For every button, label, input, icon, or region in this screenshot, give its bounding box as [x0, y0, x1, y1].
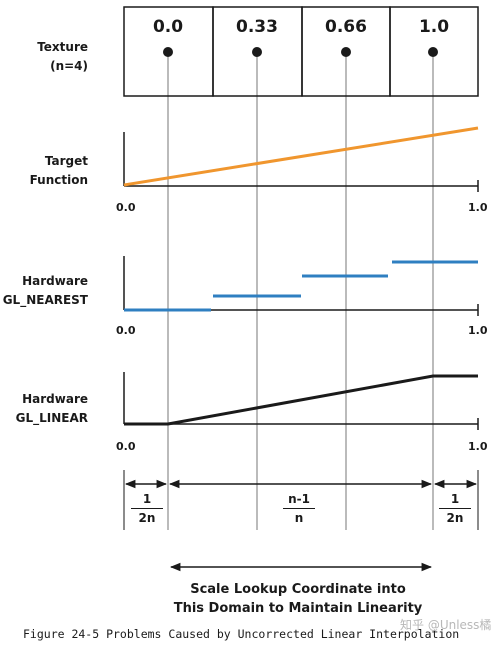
texel-center-dot-2 [252, 47, 262, 57]
linear-response-line [124, 374, 478, 426]
gl-linear-label: Hardware GL_LINEAR [15, 392, 88, 425]
linear-axes [123, 372, 479, 430]
texel-centers [163, 47, 438, 57]
texel-center-dot-3 [341, 47, 351, 57]
linear-tick-start: 0.0 [116, 440, 136, 453]
nearest-steps [124, 260, 478, 312]
domain-arrows [123, 470, 479, 572]
fraction-right: 1 2n [435, 491, 475, 526]
texel-center-guides [167, 52, 434, 530]
texture-grid [123, 6, 479, 97]
target-function-line [123, 126, 479, 187]
texture-label: Texture (n=4) [37, 40, 88, 73]
nearest-axes [123, 256, 479, 316]
fraction-middle: n-1 n [279, 491, 319, 526]
nearest-tick-start: 0.0 [116, 324, 136, 337]
texel-value-4: 1.0 [418, 17, 450, 37]
target-axes [123, 132, 479, 192]
texel-value-3: 0.66 [325, 17, 367, 37]
nearest-tick-end: 1.0 [468, 324, 488, 337]
target-function-label: Target Function [29, 154, 88, 187]
texel-center-dot-1 [163, 47, 173, 57]
fraction-left: 1 2n [127, 491, 167, 526]
target-tick-start: 0.0 [116, 201, 136, 214]
texel-center-dot-4 [428, 47, 438, 57]
texel-value-2: 0.33 [236, 17, 278, 37]
gl-nearest-label: Hardware GL_NEAREST [2, 274, 88, 307]
watermark: 知乎 @Unless橘 [400, 618, 492, 632]
linear-tick-end: 1.0 [468, 440, 488, 453]
scale-note: Scale Lookup Coordinate into This Domain… [173, 582, 423, 616]
texel-value-1: 0.0 [152, 17, 184, 37]
texture-cell-4 [389, 6, 479, 97]
target-tick-end: 1.0 [468, 201, 488, 214]
figure-caption: Figure 24-5 Problems Caused by Uncorrect… [23, 627, 460, 641]
